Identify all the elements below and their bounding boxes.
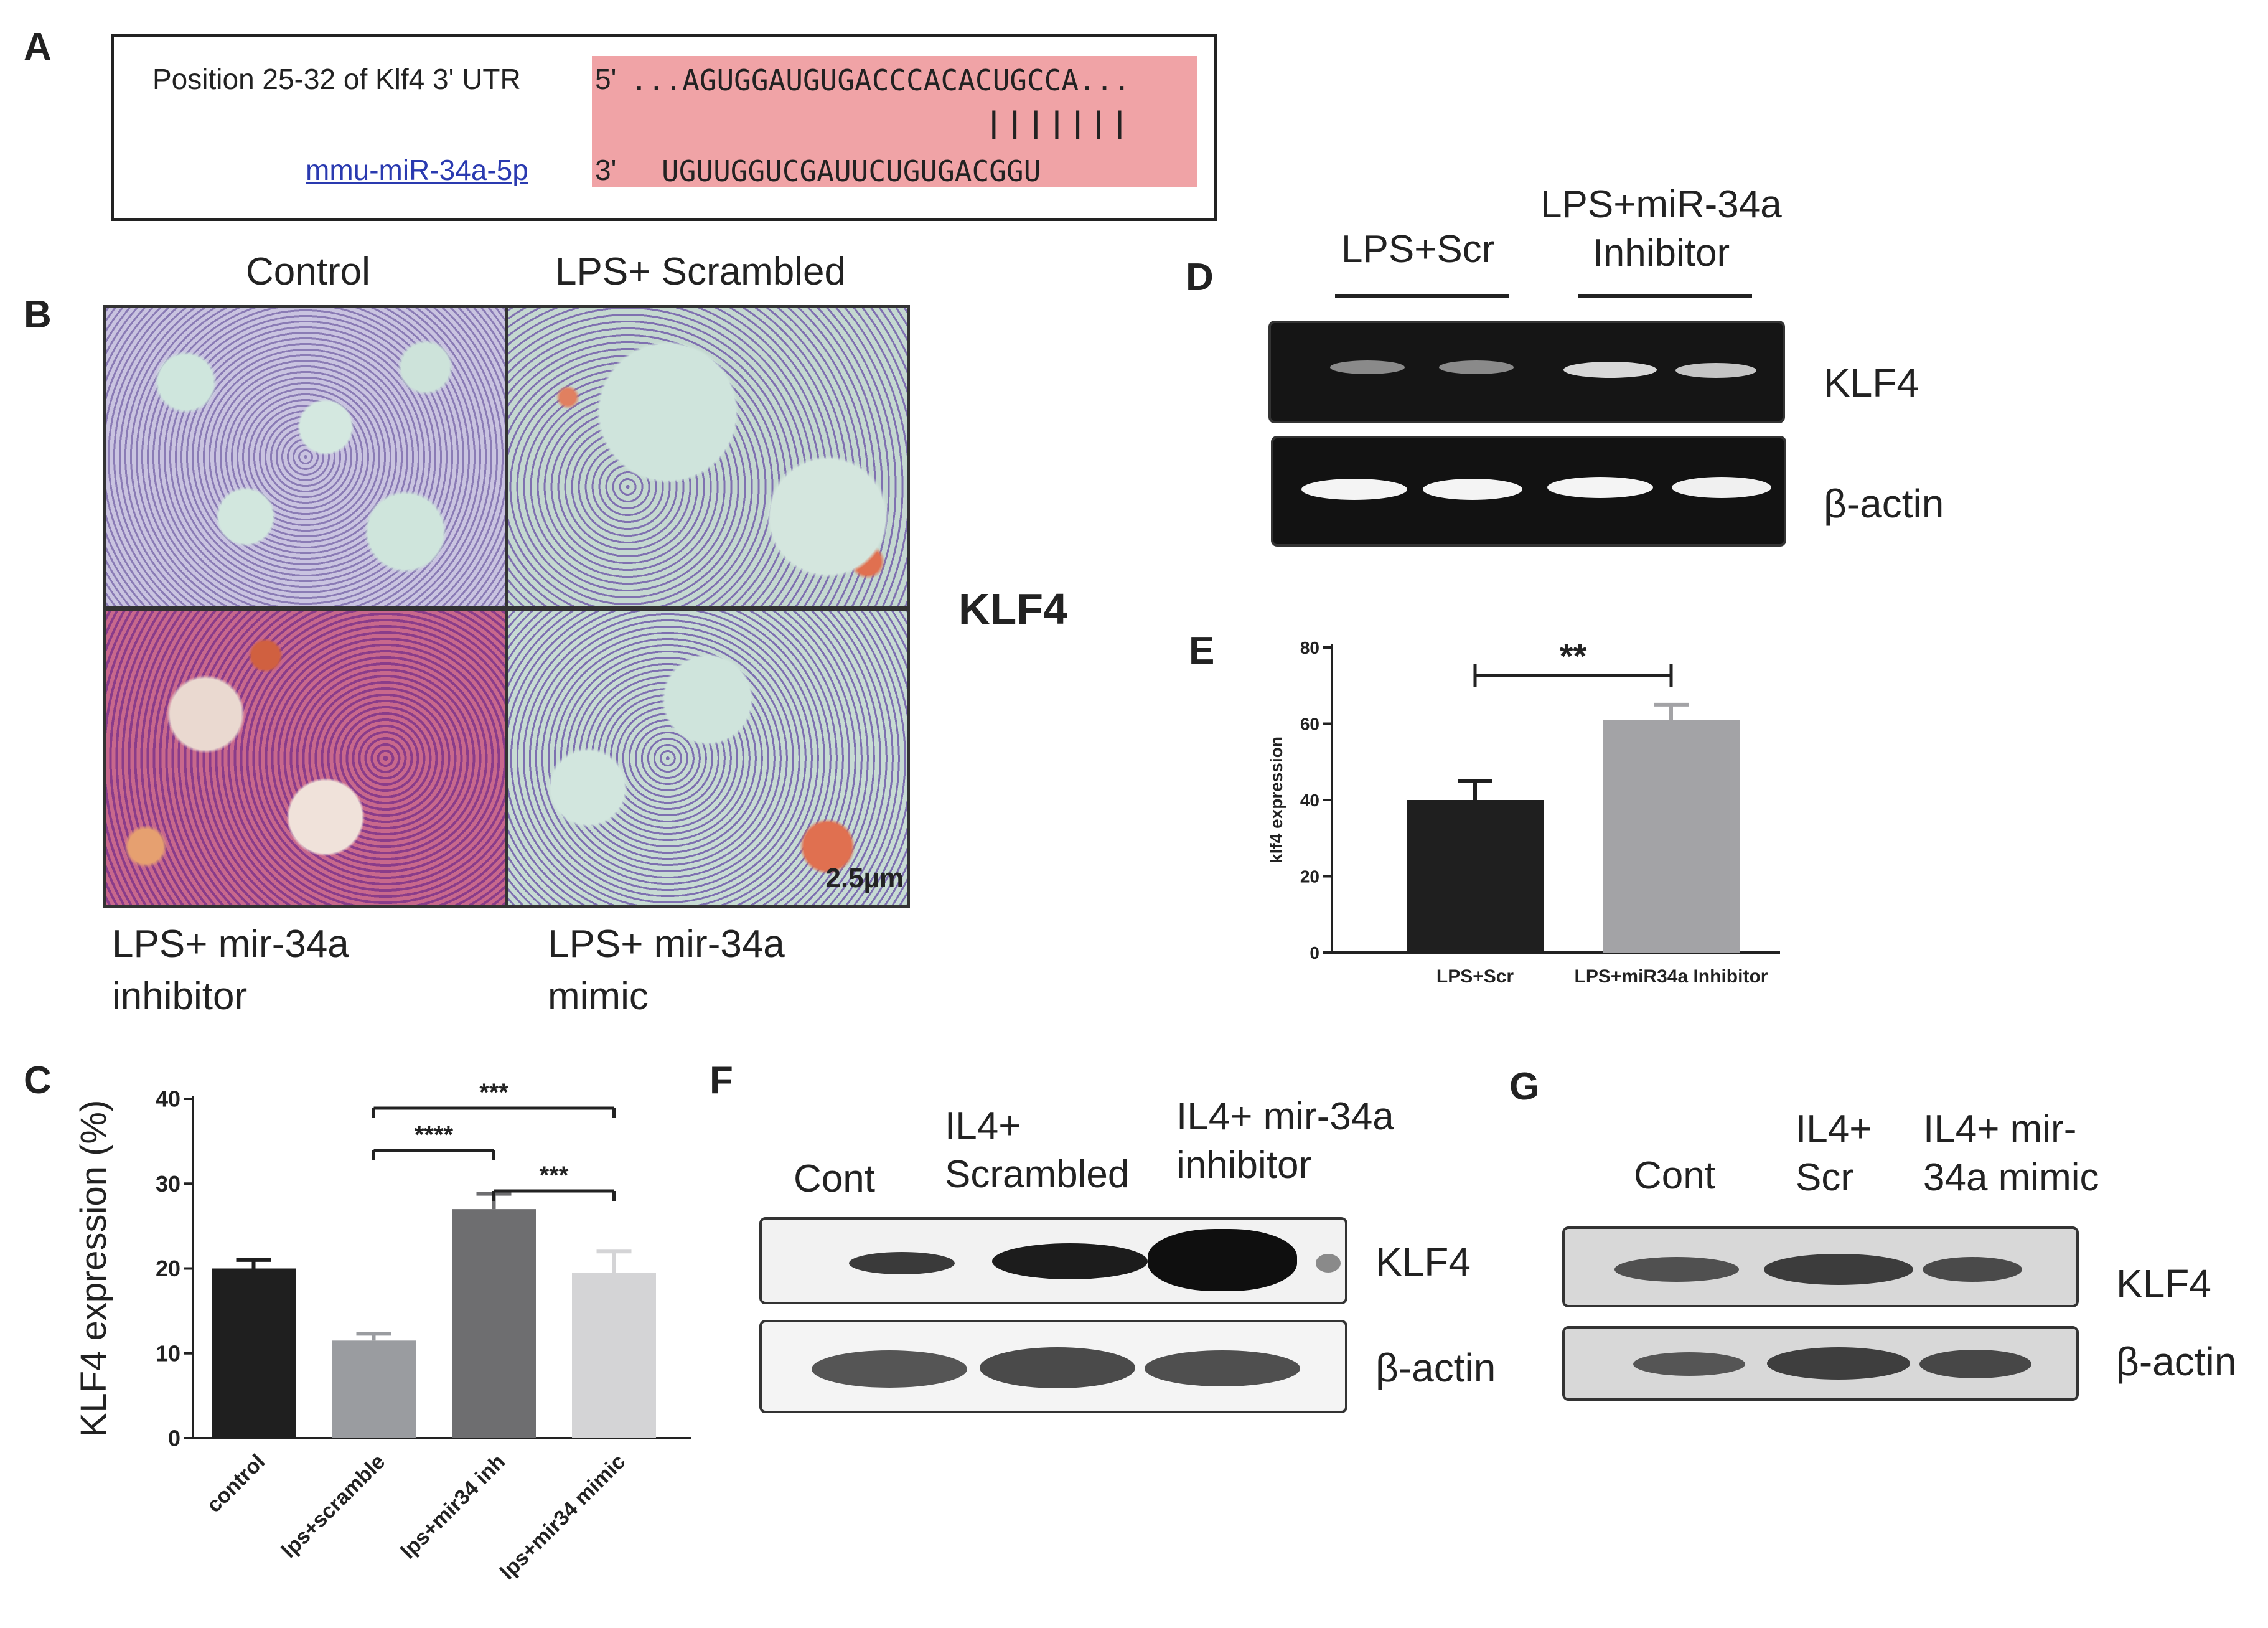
blot-f-lane1-label: Cont bbox=[794, 1157, 875, 1200]
y-axis-label: klf4 expression bbox=[1267, 736, 1286, 863]
x-tick-label: lps+mir34 mimic bbox=[495, 1450, 630, 1584]
blot-g-lane1-label: Cont bbox=[1634, 1154, 1715, 1197]
blot-d-group1-label: LPS+Scr bbox=[1341, 228, 1495, 271]
bar bbox=[1407, 800, 1544, 953]
x-tick-label: lps+mir34 inh bbox=[396, 1450, 510, 1564]
significance-label: *** bbox=[479, 1079, 508, 1106]
utr-position-label: Position 25-32 of Klf4 3' UTR bbox=[152, 63, 521, 95]
histology-control-image bbox=[103, 305, 508, 609]
x-tick-label: LPS+miR34a Inhibitor bbox=[1575, 966, 1768, 987]
histology-mimic-image: 2.5µm bbox=[505, 609, 910, 908]
utr-5prime: 5' bbox=[595, 63, 617, 95]
blot-f-band2-label: β-actin bbox=[1375, 1345, 1496, 1390]
x-tick-label: lps+scramble bbox=[277, 1450, 390, 1563]
blot-d-band2-label: β-actin bbox=[1824, 481, 1944, 526]
blot-g-lane2-line2: Scr bbox=[1796, 1155, 1853, 1199]
blot-d-group1-bar bbox=[1335, 294, 1509, 298]
blot-f-lane2-label: IL4+ Scrambled bbox=[945, 1102, 1129, 1198]
y-tick-label: 20 bbox=[156, 1256, 180, 1281]
histo-caption-inhibitor: LPS+ mir-34a inhibitor bbox=[112, 918, 349, 1022]
histology-scrambled-image bbox=[505, 305, 910, 609]
panel-label-b: B bbox=[24, 293, 52, 336]
blot-f-lane3-label: IL4+ mir-34a inhibitor bbox=[1176, 1093, 1394, 1189]
blot-g-band1-label: KLF4 bbox=[2116, 1261, 2211, 1306]
y-tick-label: 80 bbox=[1300, 638, 1319, 657]
scale-bar-label: 2.5µm bbox=[825, 863, 904, 893]
bar bbox=[332, 1340, 416, 1438]
base-pairing: ||||||| bbox=[985, 106, 1132, 139]
y-tick-label: 40 bbox=[1300, 791, 1319, 810]
blot-g-klf4 bbox=[1562, 1226, 2079, 1307]
blot-g-lane2-label: IL4+ Scr bbox=[1796, 1105, 1872, 1202]
stain-label: KLF4 bbox=[958, 585, 1067, 633]
utr-sequence: ...AGUGGAUGUGACCCACACUGCCA... bbox=[630, 64, 1131, 97]
alignment-highlight bbox=[592, 56, 1197, 187]
blot-f-lane3-line1: IL4+ mir-34a bbox=[1176, 1095, 1394, 1138]
x-tick-label: control bbox=[202, 1450, 269, 1517]
mirna-sequence: UGUUGGUCGAUUCUGUGACGGU bbox=[662, 154, 1041, 188]
blot-f-actin bbox=[759, 1320, 1347, 1413]
blot-d-band1-label: KLF4 bbox=[1824, 360, 1919, 405]
panel-label-f: F bbox=[710, 1059, 733, 1102]
mirna-3prime: 3' bbox=[595, 154, 617, 186]
blot-g-lane3-line2: 34a mimic bbox=[1923, 1155, 2099, 1199]
caption-inhibitor-line2: inhibitor bbox=[112, 974, 248, 1018]
mirna-link[interactable]: mmu-miR-34a-5p bbox=[306, 154, 528, 186]
blot-d-klf4 bbox=[1268, 321, 1785, 423]
histo-title-control: Control bbox=[246, 250, 370, 293]
panel-label-a: A bbox=[24, 26, 52, 68]
caption-mimic-line1: LPS+ mir-34a bbox=[548, 923, 785, 966]
x-tick-label: LPS+Scr bbox=[1436, 966, 1514, 987]
histo-caption-mimic: LPS+ mir-34a mimic bbox=[548, 918, 785, 1022]
blot-d-group2-line2: Inhibitor bbox=[1592, 231, 1730, 275]
caption-mimic-line2: mimic bbox=[548, 974, 649, 1018]
caption-inhibitor-line1: LPS+ mir-34a bbox=[112, 923, 349, 966]
y-tick-label: 60 bbox=[1300, 714, 1319, 733]
blot-f-lane2-line1: IL4+ bbox=[945, 1104, 1021, 1147]
blot-f-klf4 bbox=[759, 1217, 1347, 1304]
blot-f-band1-label: KLF4 bbox=[1375, 1240, 1471, 1284]
y-tick-label: 10 bbox=[156, 1340, 180, 1366]
y-tick-label: 0 bbox=[1310, 943, 1319, 962]
sequence-alignment-box: Position 25-32 of Klf4 3' UTR 5' ...AGUG… bbox=[111, 34, 1217, 221]
bar bbox=[1603, 720, 1740, 953]
blot-d-group2-bar bbox=[1578, 294, 1752, 298]
y-tick-label: 30 bbox=[156, 1171, 180, 1197]
panel-label-g: G bbox=[1509, 1065, 1540, 1108]
panel-label-c: C bbox=[24, 1059, 52, 1102]
y-axis-label: KLF4 expression (%) bbox=[73, 1100, 114, 1437]
histo-title-scrambled: LPS+ Scrambled bbox=[555, 250, 846, 293]
blot-g-actin bbox=[1562, 1326, 2079, 1401]
panel-label-e: E bbox=[1189, 629, 1215, 672]
significance-label: ** bbox=[1560, 636, 1587, 675]
blot-f-lane2-line2: Scrambled bbox=[945, 1152, 1130, 1196]
blot-g-lane2-line1: IL4+ bbox=[1796, 1108, 1872, 1150]
chart-e: 0 20 40 60 80 klf4 expression LPS+Scr LPS+miR34… bbox=[1267, 636, 1780, 987]
blot-d-actin bbox=[1271, 436, 1786, 547]
bar bbox=[452, 1209, 536, 1438]
blot-g-lane3-label: IL4+ mir- 34a mimic bbox=[1923, 1105, 2099, 1202]
chart-c: 0 10 20 30 40 KLF4 expression (%) control lps+s… bbox=[73, 1079, 691, 1584]
blot-d-group2-label: LPS+miR-34a Inhibitor bbox=[1540, 181, 1782, 277]
bar bbox=[572, 1273, 656, 1438]
panel-label-d: D bbox=[1186, 256, 1214, 299]
blot-g-lane3-line1: IL4+ mir- bbox=[1923, 1108, 2077, 1150]
significance-label: **** bbox=[415, 1121, 454, 1149]
blot-f-lane3-line2: inhibitor bbox=[1176, 1143, 1312, 1187]
bar bbox=[212, 1268, 296, 1438]
blot-g-band2-label: β-actin bbox=[2116, 1339, 2237, 1384]
y-tick-label: 20 bbox=[1300, 867, 1319, 886]
blot-d-group2-line1: LPS+miR-34a bbox=[1540, 183, 1782, 226]
significance-label: *** bbox=[540, 1162, 569, 1189]
y-tick-label: 40 bbox=[156, 1086, 180, 1112]
y-tick-label: 0 bbox=[168, 1426, 180, 1451]
histology-inhibitor-image bbox=[103, 609, 508, 908]
